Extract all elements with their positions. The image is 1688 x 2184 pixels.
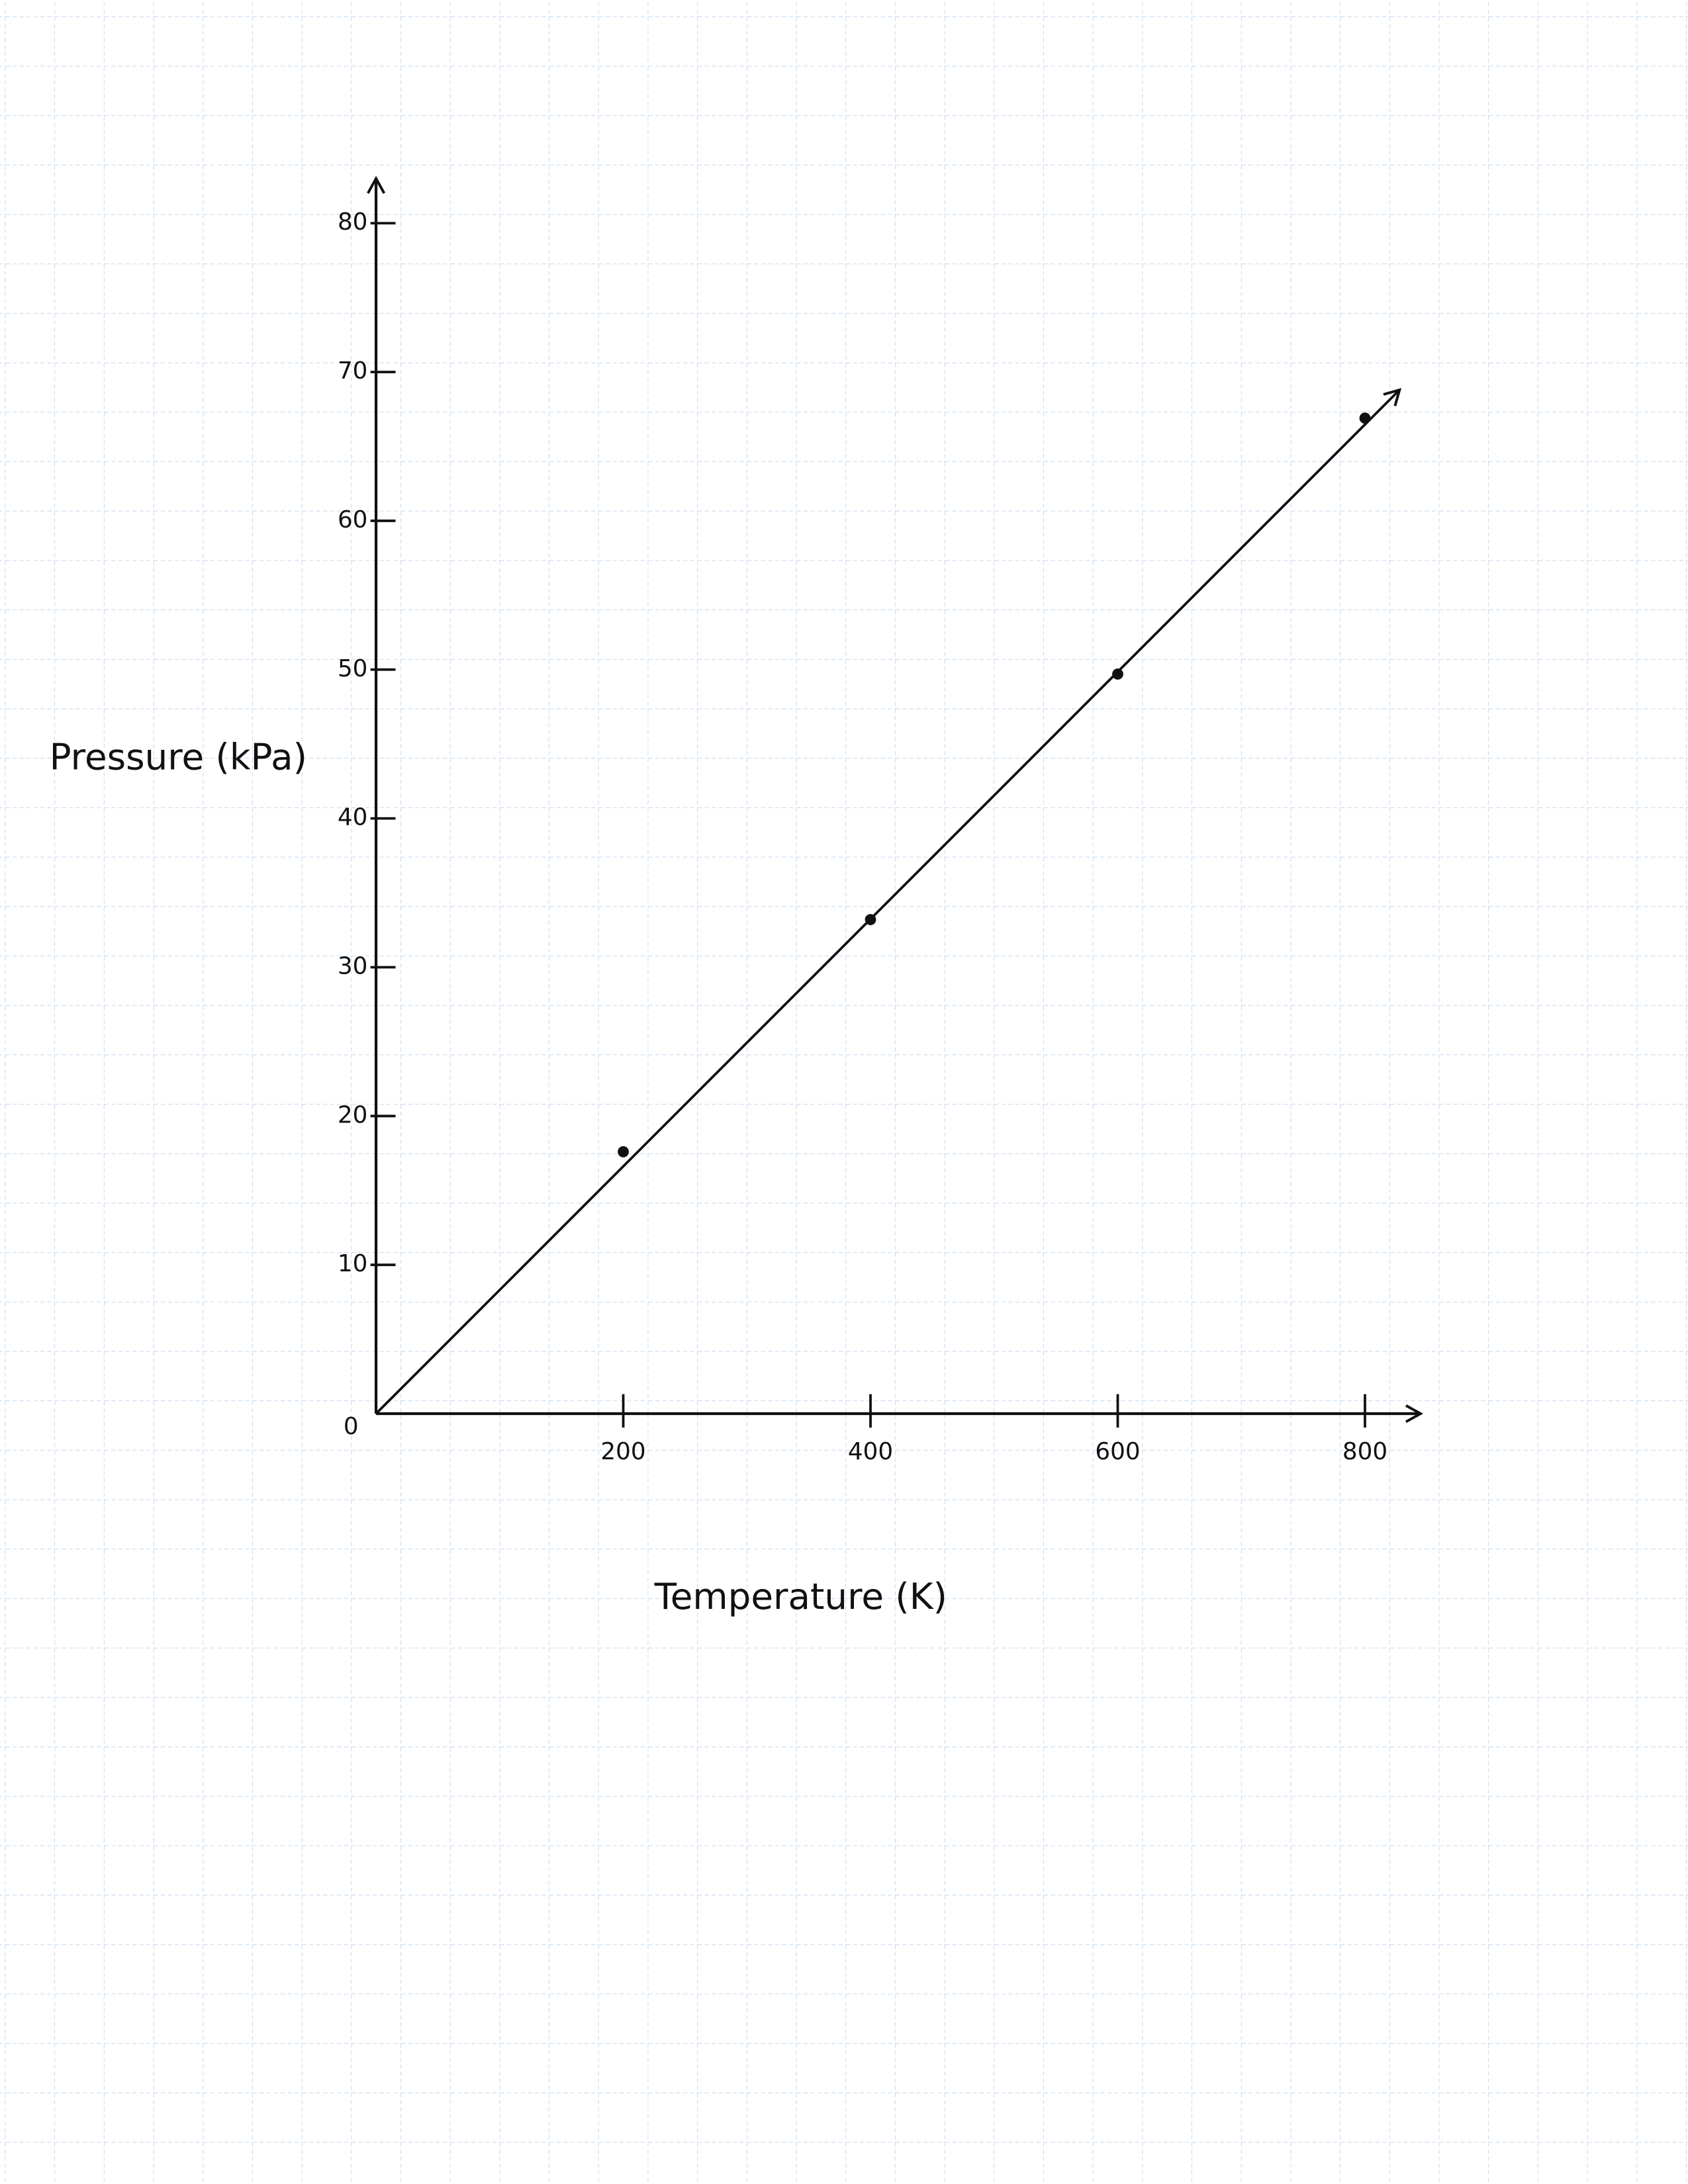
x-axis-label: Temperature (K)	[654, 1575, 947, 1617]
data-point	[618, 1146, 629, 1158]
data-point	[1112, 668, 1123, 680]
y-tick-label: 30	[338, 952, 368, 979]
y-tick-label: 0	[344, 1413, 359, 1440]
x-tick-label: 200	[600, 1438, 645, 1465]
y-tick-label: 20	[338, 1101, 368, 1128]
y-tick-label: 80	[338, 208, 368, 236]
y-axis-label: Pressure (kPa)	[50, 735, 307, 778]
x-tick-label: 400	[848, 1438, 893, 1465]
fit-line	[375, 388, 1402, 1415]
x-tick-label: 600	[1095, 1438, 1140, 1465]
y-tick-label: 40	[338, 804, 368, 831]
y-tick-label: 10	[338, 1250, 368, 1277]
x-tick-label: 800	[1342, 1438, 1387, 1465]
y-tick-label: 70	[338, 357, 368, 385]
y-tick-label: 60	[338, 506, 368, 533]
data-point	[865, 914, 876, 925]
y-tick-label: 50	[338, 655, 368, 682]
data-point	[1359, 412, 1371, 424]
